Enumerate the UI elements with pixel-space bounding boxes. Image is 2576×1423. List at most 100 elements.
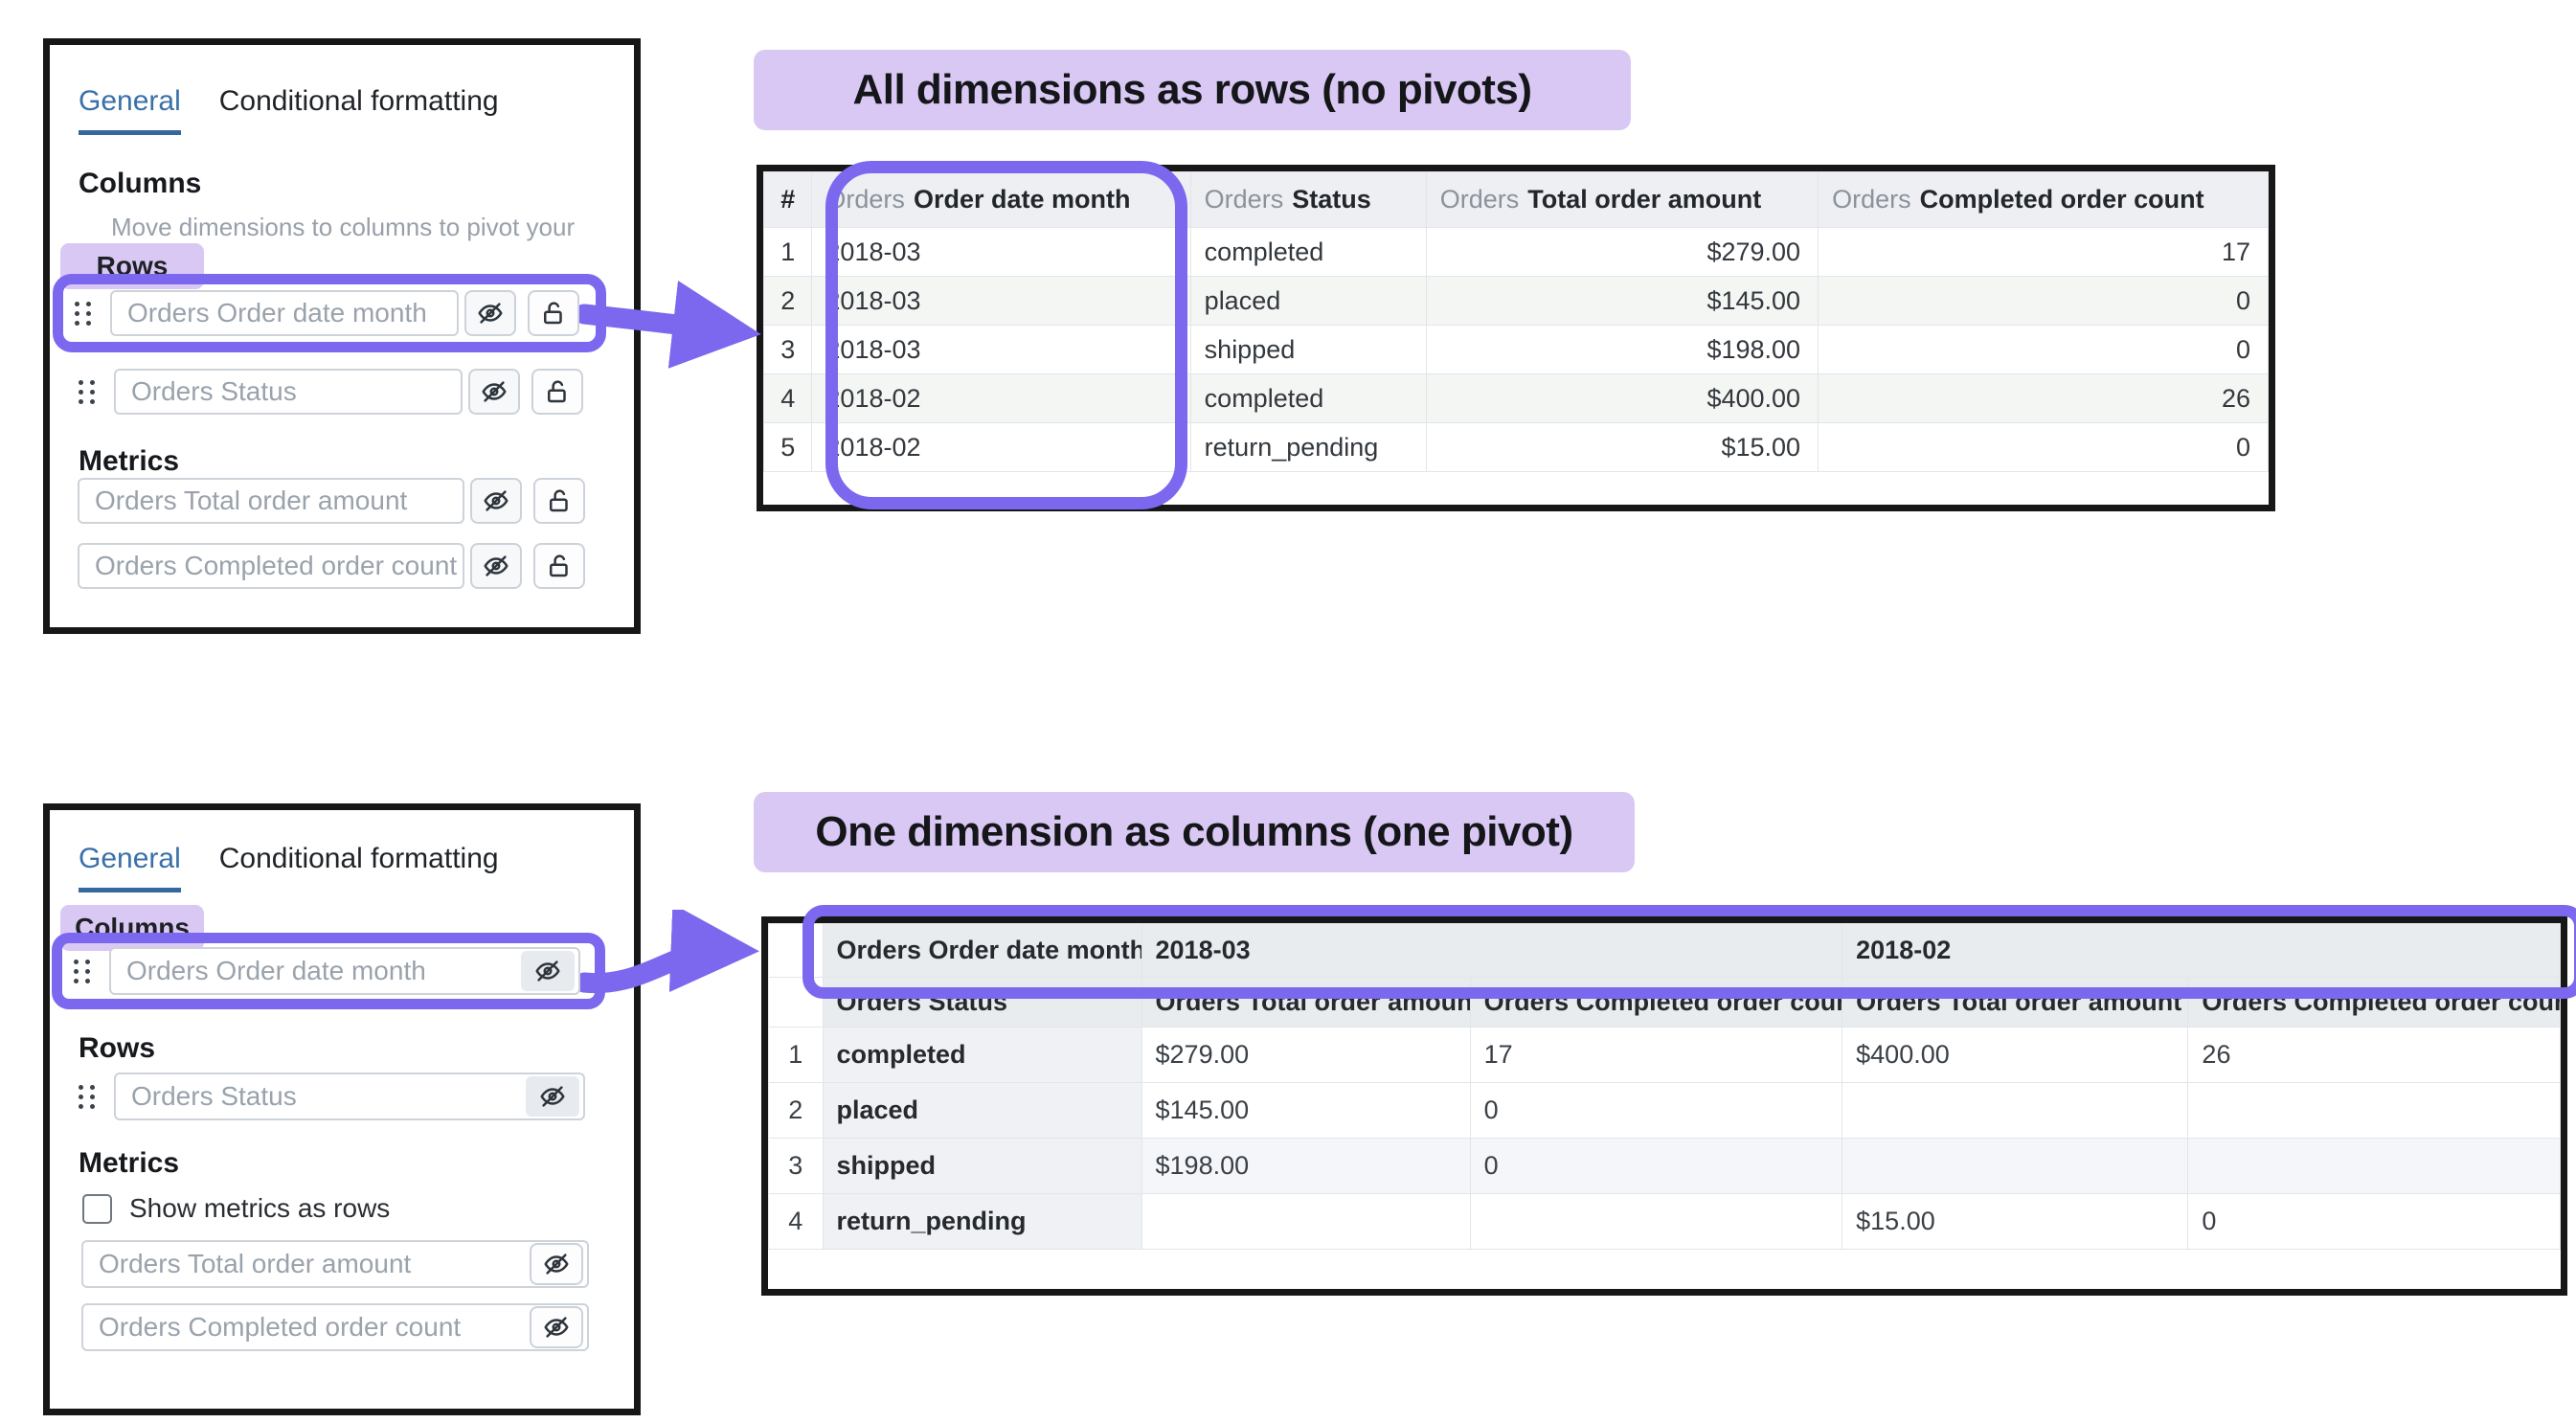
tab-general[interactable]: General [79, 85, 181, 135]
table-cell[interactable] [1842, 1082, 2189, 1139]
lock-field-button[interactable] [528, 290, 579, 336]
rows-heading: Rows [79, 1032, 156, 1064]
table-cell[interactable]: 17 [1469, 1027, 1843, 1083]
table-cell[interactable]: $15.00 [1425, 422, 1819, 472]
header-cell[interactable]: Orders Total order amount [1141, 977, 1471, 1028]
hide-field-button[interactable] [470, 478, 522, 524]
hide-field-button[interactable] [521, 951, 575, 991]
table-cell[interactable]: 26 [1818, 373, 2269, 423]
table-cell[interactable] [2187, 1138, 2561, 1194]
show-metrics-checkbox[interactable] [82, 1193, 112, 1224]
section-title-badge: All dimensions as rows (no pivots) [754, 50, 1631, 130]
table-cell[interactable]: $145.00 [1141, 1082, 1471, 1139]
table-cell[interactable]: $400.00 [1842, 1027, 2189, 1083]
metrics-heading: Metrics [79, 1147, 180, 1179]
tab-conditional-formatting[interactable]: Conditional formatting [218, 85, 499, 117]
field-label: Orders Total order amount [95, 486, 408, 515]
header-cell[interactable]: Orders Total order amount [1842, 977, 2189, 1028]
drag-handle-icon[interactable] [75, 301, 91, 326]
table-cell[interactable]: 0 [1818, 422, 2269, 472]
columns-heading: Columns [79, 168, 202, 199]
arrow-icon [574, 910, 759, 994]
table-cell[interactable]: 0 [1469, 1138, 1843, 1194]
hide-field-button[interactable] [464, 290, 516, 336]
field-order-date-month[interactable]: Orders Order date month [109, 947, 580, 995]
unlock-icon [548, 380, 566, 403]
field-label: Orders Status [131, 1081, 297, 1111]
hide-field-button[interactable] [470, 543, 522, 589]
hide-field-button[interactable] [468, 369, 520, 415]
table-cell[interactable]: shipped [822, 1138, 1142, 1194]
table-cell[interactable]: completed [1189, 227, 1427, 277]
table-cell[interactable]: completed [822, 1027, 1142, 1083]
table-cell[interactable]: completed [1189, 373, 1427, 423]
table-cell[interactable]: 0 [1469, 1082, 1843, 1139]
table-cell[interactable]: $15.00 [1842, 1193, 2189, 1250]
header-cell[interactable]: Orders Completed order count [1818, 171, 2269, 228]
field-label: Orders Status [131, 376, 297, 406]
table-cell[interactable]: return_pending [822, 1193, 1142, 1250]
table-cell[interactable]: 2018-03 [811, 325, 1191, 374]
row-number-cell: 4 [768, 1193, 824, 1250]
pivot-header-row: Orders Order date month 2018-03 2018-02 [768, 923, 2561, 978]
pivot-value-cell[interactable]: 2018-02 [1842, 923, 2561, 978]
field-row: Orders Status [79, 1073, 585, 1120]
header-cell[interactable]: Orders Completed order count [2187, 977, 2561, 1028]
tab-general[interactable]: General [79, 843, 181, 892]
hide-field-button[interactable] [526, 1076, 579, 1117]
table-cell[interactable]: $279.00 [1425, 227, 1819, 277]
table-cell[interactable]: $198.00 [1141, 1138, 1471, 1194]
drag-handle-icon[interactable] [79, 379, 95, 404]
table-cell[interactable]: 2018-02 [811, 373, 1191, 423]
header-cell[interactable]: Orders Total order amount [1425, 171, 1819, 228]
field-total-order-amount[interactable]: Orders Total order amount [81, 1240, 589, 1288]
table-cell[interactable] [1469, 1193, 1843, 1250]
pivot-label-cell[interactable]: Orders Order date month [822, 923, 1142, 978]
field-total-order-amount[interactable]: Orders Total order amount [78, 478, 464, 524]
table-cell[interactable]: 2018-03 [811, 276, 1191, 326]
field-completed-order-count[interactable]: Orders Completed order count [81, 1303, 589, 1351]
table-cell[interactable]: return_pending [1189, 422, 1427, 472]
field-completed-order-count[interactable]: Orders Completed order count [78, 543, 464, 589]
table-cell[interactable] [1842, 1138, 2189, 1194]
header-cell[interactable]: Orders Status [822, 977, 1142, 1028]
table-cell[interactable]: 0 [2187, 1193, 2561, 1250]
field-status[interactable]: Orders Status [114, 1073, 585, 1120]
field-order-date-month[interactable]: Orders Order date month [110, 290, 459, 336]
hide-field-button[interactable] [530, 1306, 583, 1348]
arrow-icon [574, 280, 761, 369]
drag-handle-icon[interactable] [74, 959, 90, 983]
drag-handle-icon[interactable] [79, 1084, 95, 1109]
lock-field-button[interactable] [533, 543, 585, 589]
tab-conditional-formatting[interactable]: Conditional formatting [218, 843, 499, 874]
lock-field-button[interactable] [531, 369, 583, 415]
table-cell[interactable]: 26 [2187, 1027, 2561, 1083]
header-cell[interactable]: Orders Order date month [811, 171, 1191, 228]
table-cell[interactable]: $198.00 [1425, 325, 1819, 374]
table-cell[interactable]: $145.00 [1425, 276, 1819, 326]
table-cell[interactable]: placed [1189, 276, 1427, 326]
table-cell[interactable]: 17 [1818, 227, 2269, 277]
header-cell[interactable]: # [763, 171, 813, 228]
table-cell[interactable]: $400.00 [1425, 373, 1819, 423]
header-cell[interactable]: Orders Completed order count [1469, 977, 1843, 1028]
table-row: 4 return_pending $15.00 0 [768, 1193, 2561, 1250]
field-row: Orders Status [79, 369, 583, 415]
table-cell[interactable]: 0 [1818, 276, 2269, 326]
eye-off-icon [482, 381, 507, 402]
table-cell[interactable] [1141, 1193, 1471, 1250]
table-cell[interactable] [2187, 1082, 2561, 1139]
lock-field-button[interactable] [533, 478, 585, 524]
section-title-badge: One dimension as columns (one pivot) [754, 792, 1635, 872]
table-row: 5 2018-02 return_pending $15.00 0 [763, 422, 2269, 472]
table-cell[interactable]: shipped [1189, 325, 1427, 374]
table-cell[interactable]: 2018-03 [811, 227, 1191, 277]
table-cell[interactable]: 0 [1818, 325, 2269, 374]
table-cell[interactable]: $279.00 [1141, 1027, 1471, 1083]
hide-field-button[interactable] [530, 1243, 583, 1285]
table-cell[interactable]: placed [822, 1082, 1142, 1139]
pivot-value-cell[interactable]: 2018-03 [1141, 923, 1843, 978]
header-cell[interactable]: Orders Status [1189, 171, 1427, 228]
table-cell[interactable]: 2018-02 [811, 422, 1191, 472]
field-status[interactable]: Orders Status [114, 369, 463, 415]
